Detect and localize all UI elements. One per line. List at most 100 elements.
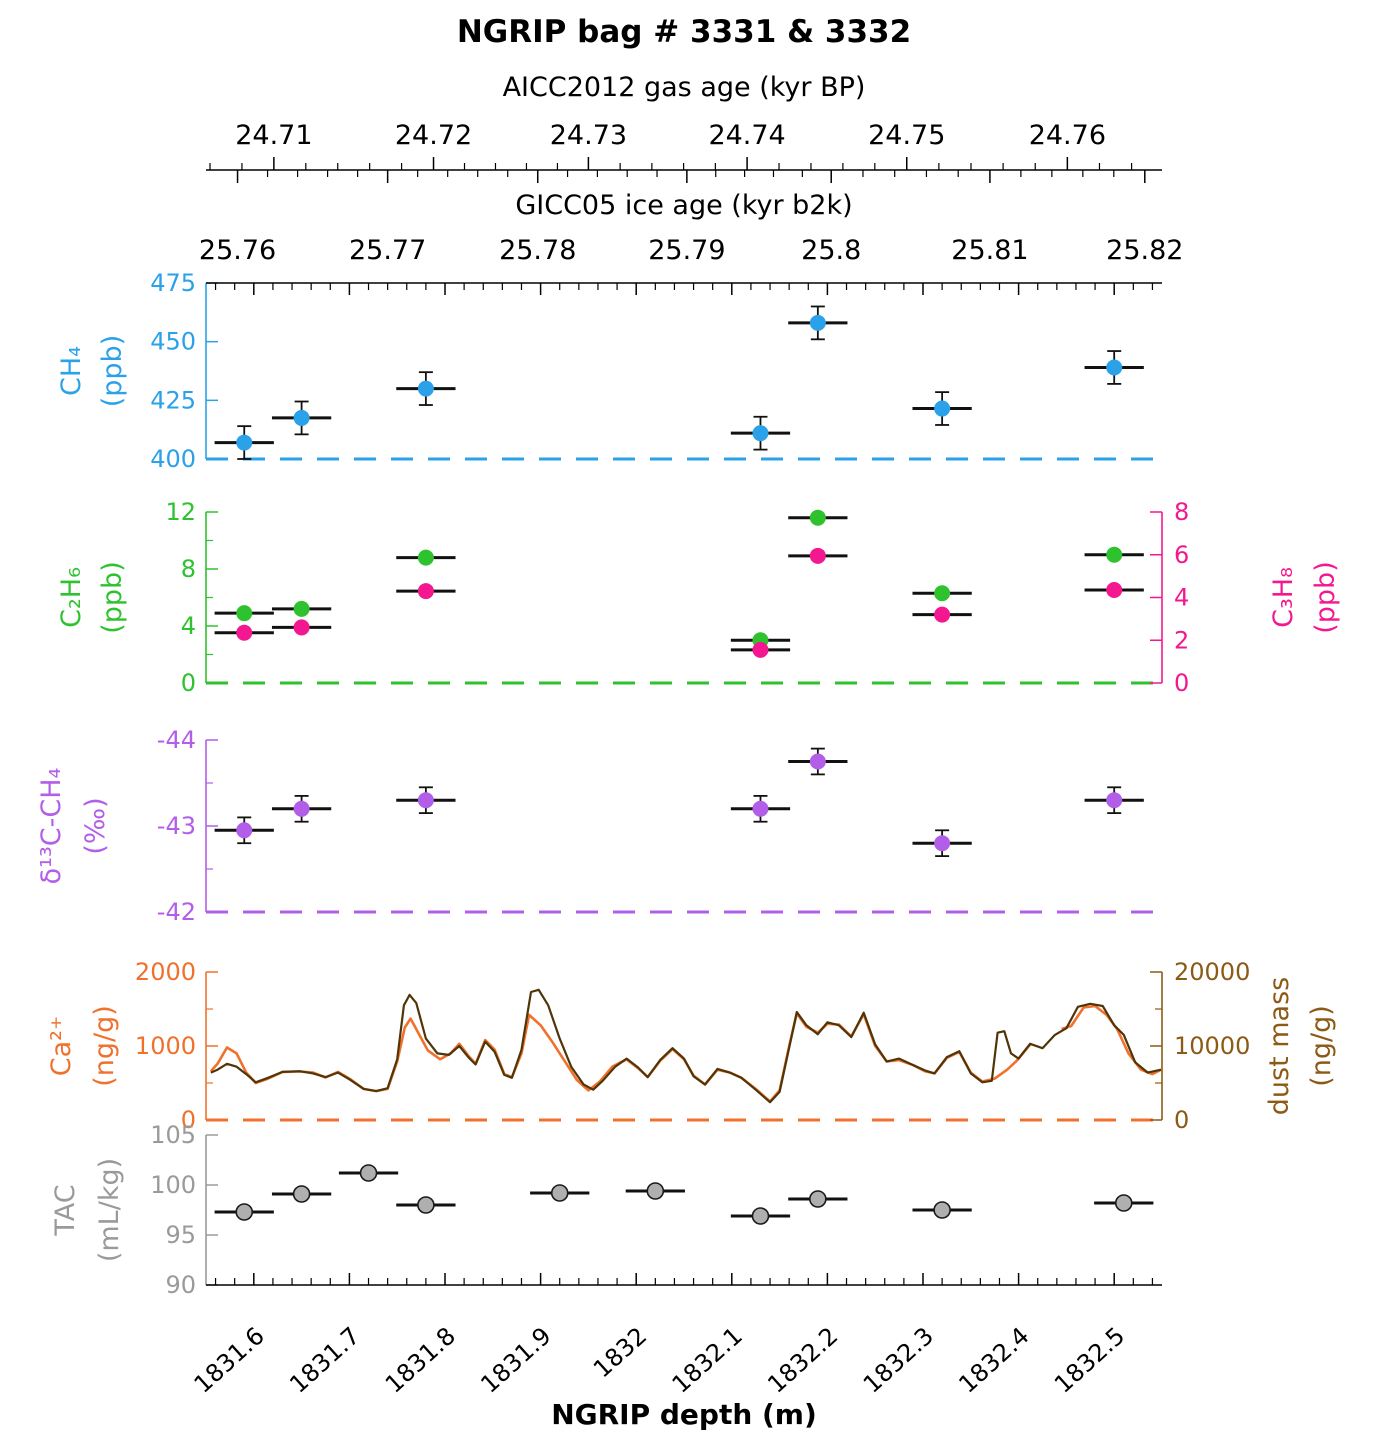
y-tick-label: 1000 — [135, 1032, 196, 1060]
data-point-C3H8 — [417, 583, 434, 600]
data-point-d13C-CH4 — [752, 800, 769, 817]
data-point-TAC — [751, 1207, 770, 1225]
y-tick-label-right: 8 — [1174, 498, 1189, 526]
depth-tick-label: 1832 — [588, 1322, 652, 1384]
aicc-tick-label: 24.73 — [550, 120, 627, 151]
data-point-d13C-CH4 — [236, 822, 253, 839]
data-point-TAC — [417, 1196, 435, 1214]
aicc-tick-label: 24.75 — [868, 120, 945, 151]
y-tick-label: 0 — [181, 669, 196, 697]
y-axis-label: (mL/kg) — [94, 1158, 125, 1262]
y-tick-label-right: 10000 — [1174, 1032, 1250, 1060]
data-point-C2H6 — [236, 605, 253, 622]
data-point-d13C-CH4 — [417, 792, 434, 809]
data-point-CH4 — [934, 400, 951, 417]
data-point-d13C-CH4 — [1106, 792, 1123, 809]
data-point-TAC — [933, 1201, 951, 1219]
gicc-tick-label: 25.82 — [1106, 235, 1183, 266]
y-tick-label: 2000 — [135, 958, 196, 986]
aicc-tick-label: 24.74 — [708, 120, 785, 151]
line-series-Ca2+ — [1061, 1004, 1162, 1076]
depth-tick-label: 1831.9 — [475, 1322, 556, 1399]
data-point-TAC — [646, 1182, 665, 1200]
data-point-CH4 — [417, 380, 434, 397]
aicc-tick-label: 24.72 — [395, 120, 472, 151]
gicc-axis-title: GICC05 ice age (kyr b2k) — [515, 190, 852, 221]
depth-tick-label: 1831.7 — [284, 1322, 365, 1399]
y-axis-label: Ca²⁺ — [46, 1016, 77, 1076]
data-point-TAC — [1114, 1194, 1133, 1212]
aicc-tick-label: 24.76 — [1029, 120, 1106, 151]
line-series-Ca2+ — [209, 1012, 1032, 1103]
chart-title: NGRIP bag # 3331 & 3332 — [457, 14, 911, 50]
y-tick-label: 95 — [165, 1221, 196, 1249]
y-tick-label-right: 0 — [1174, 669, 1189, 697]
y-tick-label: 475 — [150, 269, 196, 297]
data-point-CH4 — [809, 314, 826, 331]
y-axis-label: (‰) — [80, 797, 111, 854]
y-axis-label: δ¹³C-CH₄ — [36, 768, 67, 885]
y-axis-label-right: dust mass — [1264, 977, 1295, 1115]
y-tick-label: 400 — [150, 445, 196, 473]
y-axis-label: CH₄ — [56, 346, 87, 396]
y-tick-label: 4 — [181, 612, 196, 640]
data-point-CH4 — [752, 425, 769, 442]
y-axis-label: C₂H₆ — [56, 567, 87, 628]
gicc-tick-label: 25.78 — [499, 235, 576, 266]
y-axis-label-right: (ppb) — [1310, 561, 1341, 633]
y-tick-label: 8 — [181, 555, 196, 583]
y-tick-label: 450 — [150, 328, 196, 356]
data-point-C3H8 — [809, 547, 826, 564]
depth-tick-label: 1831.8 — [380, 1322, 461, 1399]
data-point-d13C-CH4 — [934, 835, 951, 852]
y-tick-label-right: 4 — [1174, 584, 1189, 612]
data-point-d13C-CH4 — [809, 753, 826, 770]
data-point-CH4 — [236, 434, 253, 451]
aicc-tick-label: 24.71 — [235, 120, 312, 151]
aicc-axis-title: AICC2012 gas age (kyr BP) — [503, 72, 866, 103]
y-axis-label: TAC — [50, 1184, 81, 1236]
y-tick-label: 100 — [150, 1171, 196, 1199]
x-axis-title: NGRIP depth (m) — [551, 1398, 817, 1431]
line-series-dust mass — [210, 988, 1162, 1104]
y-tick-label: -42 — [157, 898, 196, 926]
data-point-C3H8 — [934, 606, 951, 623]
y-tick-label-right: 6 — [1174, 541, 1189, 569]
depth-tick-label: 1832.1 — [667, 1322, 748, 1399]
data-point-TAC — [359, 1164, 378, 1182]
y-tick-label: -43 — [157, 812, 196, 840]
data-point-C3H8 — [1106, 582, 1123, 599]
data-point-d13C-CH4 — [293, 800, 310, 817]
y-tick-label: 425 — [150, 386, 196, 414]
y-tick-label: 0 — [181, 1106, 196, 1134]
data-point-TAC — [292, 1185, 311, 1203]
y-tick-label: 105 — [150, 1121, 196, 1149]
y-tick-label-right: 20000 — [1174, 958, 1250, 986]
y-tick-label-right: 0 — [1174, 1106, 1189, 1134]
y-axis-label-right: (ng/g) — [1306, 1005, 1337, 1087]
depth-tick-label: 1832.4 — [953, 1322, 1034, 1399]
y-tick-label-right: 2 — [1174, 626, 1189, 654]
gicc-tick-label: 25.81 — [951, 235, 1028, 266]
gicc-tick-label: 25.76 — [199, 235, 276, 266]
data-point-CH4 — [1106, 359, 1123, 376]
y-axis-label: (ppb) — [97, 335, 128, 407]
gicc-tick-label: 25.8 — [801, 235, 861, 266]
data-point-TAC — [809, 1190, 827, 1208]
gicc-tick-label: 25.79 — [648, 235, 725, 266]
data-point-C2H6 — [293, 600, 310, 617]
y-tick-label: 90 — [165, 1271, 196, 1299]
data-point-C2H6 — [417, 549, 434, 566]
y-tick-label: 12 — [165, 498, 196, 526]
data-point-C2H6 — [809, 509, 826, 526]
data-point-CH4 — [293, 409, 310, 426]
gicc-tick-label: 25.77 — [349, 235, 426, 266]
data-point-C3H8 — [752, 641, 769, 658]
data-point-C3H8 — [236, 624, 253, 641]
depth-tick-label: 1832.5 — [1049, 1322, 1130, 1399]
depth-tick-label: 1832.3 — [858, 1322, 939, 1399]
depth-tick-label: 1832.2 — [762, 1322, 843, 1399]
depth-tick-label: 1831.6 — [189, 1322, 270, 1399]
